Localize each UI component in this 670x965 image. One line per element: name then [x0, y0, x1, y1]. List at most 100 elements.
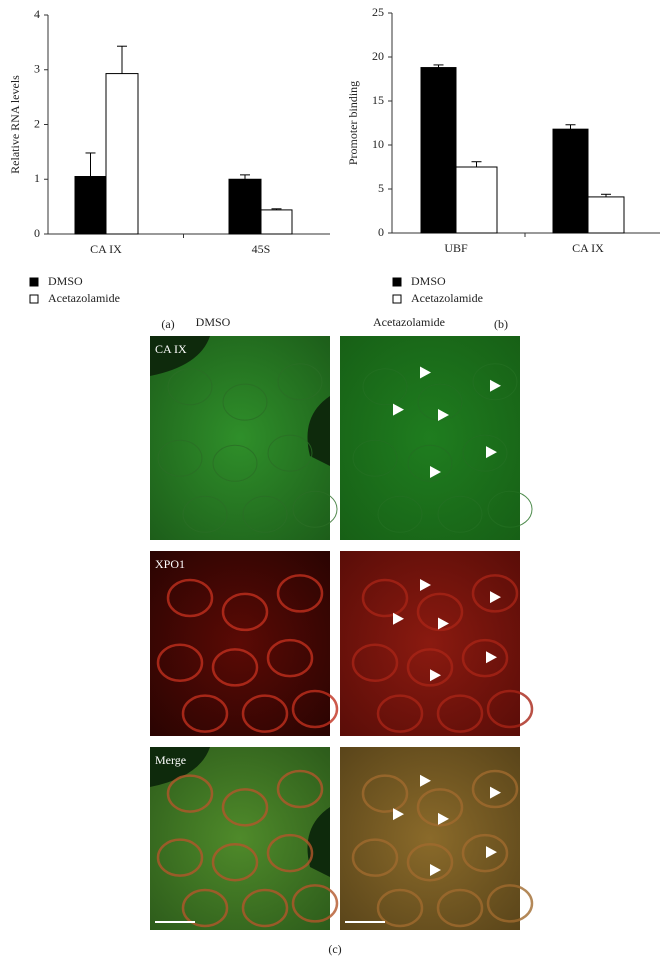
bar [105, 73, 139, 235]
arrowhead [430, 465, 441, 478]
nucleus [167, 368, 213, 406]
micrographs: CA IX XPO1 Merge [150, 336, 534, 930]
nucleus [486, 884, 534, 923]
nucleus [267, 434, 313, 472]
panel-label: (c) [328, 942, 341, 956]
y-tick-label: 15 [372, 93, 384, 107]
arrowhead [486, 846, 497, 859]
nucleus [471, 574, 519, 613]
nucleus [157, 439, 203, 477]
bar [420, 67, 457, 234]
column-header: DMSO [196, 315, 231, 329]
legend-label: DMSO [411, 274, 446, 288]
arrowhead [420, 774, 431, 787]
nucleus [407, 444, 453, 482]
nucleus [241, 888, 289, 928]
arrowhead [438, 812, 449, 825]
micrograph [340, 336, 520, 540]
legend-swatch [29, 294, 39, 304]
nucleus [221, 788, 269, 827]
legend-label: Acetazolamide [411, 291, 483, 305]
bar [260, 209, 293, 235]
nucleus [437, 495, 483, 533]
nucleus [436, 888, 484, 928]
y-axis-label: Relative RNA levels [8, 75, 22, 174]
y-tick-label: 0 [34, 226, 40, 240]
background-dark [150, 747, 210, 787]
nucleus [211, 842, 259, 882]
nucleus [461, 638, 509, 678]
row-label: Merge [155, 753, 186, 767]
x-tick-label: CA IX [90, 242, 122, 256]
nucleus [156, 838, 204, 877]
arrowhead [490, 379, 501, 392]
y-tick-label: 25 [372, 5, 384, 19]
background-dark [307, 396, 330, 466]
nucleus [211, 648, 259, 687]
arrowhead [490, 591, 501, 604]
nucleus [276, 574, 324, 613]
nucleus [212, 444, 258, 482]
bar [552, 128, 589, 234]
panel-label: (a) [161, 317, 174, 331]
y-tick-label: 1 [34, 171, 40, 185]
y-axis-label: Promoter binding [346, 81, 360, 165]
y-tick-label: 20 [372, 49, 384, 63]
nucleus [471, 769, 519, 809]
row-label: CA IX [155, 342, 187, 356]
nucleus [181, 694, 229, 733]
y-tick-label: 5 [378, 181, 384, 195]
micrograph [150, 336, 330, 540]
arrowhead [393, 612, 404, 625]
arrowhead [430, 864, 441, 877]
nucleus [487, 490, 533, 528]
row-label: XPO1 [155, 557, 185, 571]
nucleus [276, 769, 324, 809]
micrograph [340, 747, 520, 930]
y-tick-label: 3 [34, 62, 40, 76]
background-dark [307, 807, 330, 877]
x-tick-label: UBF [444, 241, 468, 255]
nucleus [221, 592, 269, 632]
arrowhead [438, 408, 449, 421]
nucleus [222, 383, 268, 421]
nucleus [351, 838, 399, 877]
arrowhead [420, 366, 431, 379]
nucleus [351, 643, 399, 682]
legend-label: Acetazolamide [48, 291, 120, 305]
bar [455, 166, 498, 234]
nucleus [486, 689, 534, 729]
nucleus [406, 648, 454, 687]
nucleus [362, 368, 408, 406]
micrograph [340, 551, 520, 736]
nucleus [166, 774, 214, 813]
arrowhead [393, 808, 404, 821]
x-tick-label: 45S [252, 242, 271, 256]
nucleus [166, 578, 214, 618]
nucleus [266, 638, 314, 678]
y-tick-label: 0 [378, 225, 384, 239]
nucleus [277, 363, 323, 401]
nucleus [361, 578, 409, 618]
legend-label: DMSO [48, 274, 83, 288]
nucleus [377, 495, 423, 533]
nucleus [182, 495, 228, 533]
arrowhead [430, 669, 441, 682]
nucleus [376, 694, 424, 733]
nucleus [242, 495, 288, 533]
arrowhead [486, 446, 497, 459]
nucleus [292, 490, 338, 528]
arrowhead [393, 403, 404, 416]
y-tick-label: 2 [34, 116, 40, 130]
arrowhead [420, 579, 431, 592]
nucleus [416, 788, 464, 827]
nucleus [472, 363, 518, 401]
y-tick-label: 10 [372, 137, 384, 151]
panel-label: (b) [494, 317, 508, 331]
nucleus [436, 694, 484, 733]
bar [228, 178, 262, 235]
nucleus [241, 694, 289, 733]
nucleus [376, 888, 424, 928]
nucleus [352, 439, 398, 477]
